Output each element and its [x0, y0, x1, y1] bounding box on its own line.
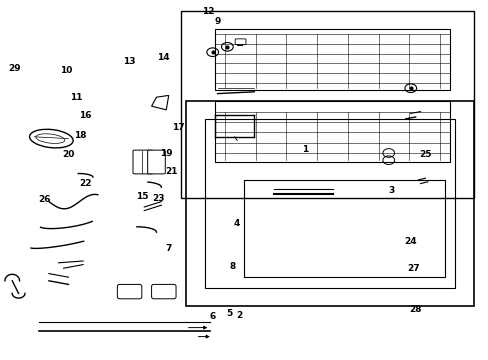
Text: 10: 10	[60, 66, 72, 75]
FancyBboxPatch shape	[133, 150, 153, 174]
Text: 9: 9	[214, 17, 221, 26]
FancyBboxPatch shape	[117, 284, 142, 299]
Text: 25: 25	[418, 150, 431, 159]
Text: 6: 6	[209, 312, 215, 321]
Text: 19: 19	[160, 149, 172, 158]
Text: 17: 17	[172, 123, 184, 132]
Text: 8: 8	[229, 262, 235, 271]
Text: 29: 29	[8, 64, 21, 73]
Text: 14: 14	[157, 53, 170, 62]
Text: 15: 15	[135, 192, 148, 201]
Text: 12: 12	[201, 7, 214, 16]
Text: 3: 3	[387, 186, 393, 195]
Text: 21: 21	[164, 166, 177, 176]
FancyBboxPatch shape	[147, 150, 165, 174]
FancyBboxPatch shape	[235, 39, 245, 45]
Text: 18: 18	[74, 131, 87, 140]
Text: 4: 4	[233, 219, 240, 228]
Text: 22: 22	[79, 179, 92, 188]
Text: 24: 24	[404, 237, 416, 246]
Text: 11: 11	[69, 93, 82, 102]
Text: 16: 16	[79, 111, 92, 120]
Text: 23: 23	[152, 194, 165, 202]
Text: 5: 5	[226, 309, 232, 318]
Text: 13: 13	[123, 57, 136, 66]
FancyBboxPatch shape	[151, 284, 176, 299]
Text: 1: 1	[302, 145, 308, 154]
Text: 2: 2	[236, 310, 242, 320]
Text: 27: 27	[406, 264, 419, 273]
Text: 7: 7	[165, 244, 172, 253]
Text: 20: 20	[62, 150, 75, 159]
Text: 26: 26	[38, 195, 50, 204]
Text: 28: 28	[408, 305, 421, 314]
